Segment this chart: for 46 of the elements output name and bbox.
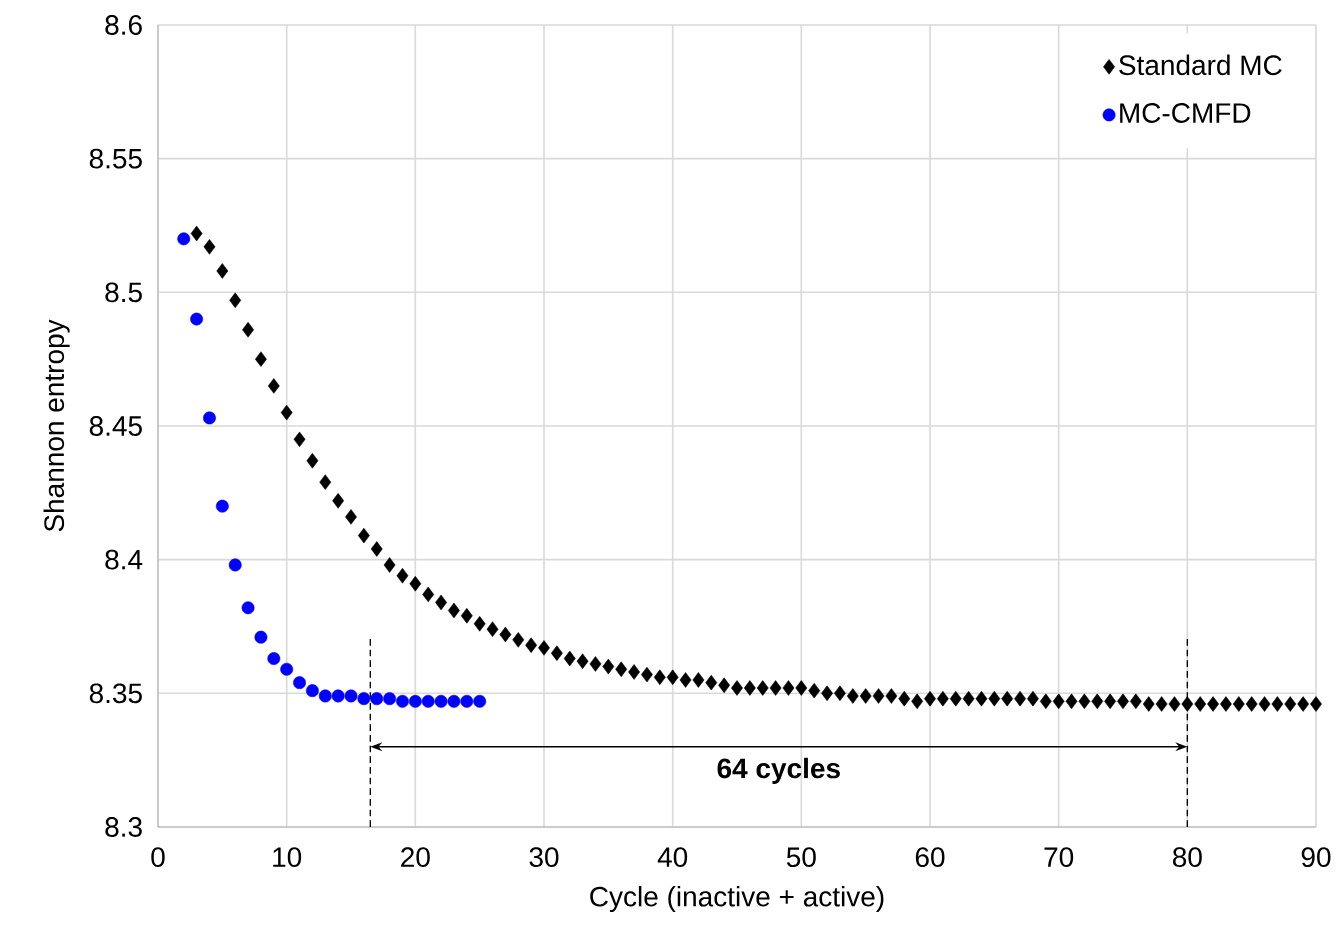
point bbox=[228, 558, 242, 572]
y-tick-label: 8.45 bbox=[89, 416, 142, 436]
annotation: 64 cycles bbox=[717, 757, 840, 784]
y-tick-label: 8.4 bbox=[105, 549, 143, 570]
x-axis-title: Cycle (inactive + active) bbox=[590, 886, 884, 913]
y-tick-label: 8.35 bbox=[89, 683, 142, 704]
point bbox=[357, 692, 371, 706]
point bbox=[344, 689, 358, 703]
point bbox=[190, 312, 204, 326]
point bbox=[306, 684, 319, 698]
x-tick-label: 20 bbox=[401, 847, 430, 868]
x-tick-label: 80 bbox=[1172, 847, 1202, 868]
point bbox=[318, 689, 332, 703]
x-tick-label: 30 bbox=[529, 847, 559, 868]
point bbox=[396, 694, 409, 708]
y-tick-label: 8.6 bbox=[105, 15, 142, 35]
x-tick-label: 0 bbox=[151, 847, 165, 868]
legend-label: MC-CMFD bbox=[1120, 103, 1251, 123]
x-tick-label: 50 bbox=[786, 847, 816, 868]
point bbox=[254, 630, 268, 644]
x-tick-label: 60 bbox=[915, 847, 945, 868]
legend-label: Standard MC bbox=[1119, 54, 1282, 76]
point bbox=[370, 692, 384, 706]
x-tick-label: 90 bbox=[1301, 847, 1331, 868]
point bbox=[421, 694, 435, 708]
y-tick-label: 8.55 bbox=[89, 148, 142, 169]
point bbox=[408, 694, 422, 708]
point bbox=[215, 499, 229, 513]
point bbox=[203, 411, 216, 425]
point bbox=[293, 676, 306, 690]
point bbox=[473, 694, 487, 708]
point bbox=[177, 232, 191, 246]
x-tick-label: 40 bbox=[657, 847, 688, 868]
point bbox=[460, 694, 474, 708]
point bbox=[331, 689, 345, 703]
point bbox=[383, 692, 397, 706]
x-tick-label: 70 bbox=[1044, 847, 1074, 868]
point bbox=[447, 694, 461, 708]
point bbox=[241, 601, 255, 615]
y-axis-title: Shannon entropy bbox=[43, 319, 70, 532]
y-tick-label: 8.5 bbox=[105, 282, 142, 303]
point bbox=[280, 662, 294, 676]
point bbox=[434, 694, 448, 708]
x-tick-label: 10 bbox=[273, 847, 302, 868]
point bbox=[267, 652, 281, 665]
y-tick-label: 8.3 bbox=[105, 817, 142, 837]
